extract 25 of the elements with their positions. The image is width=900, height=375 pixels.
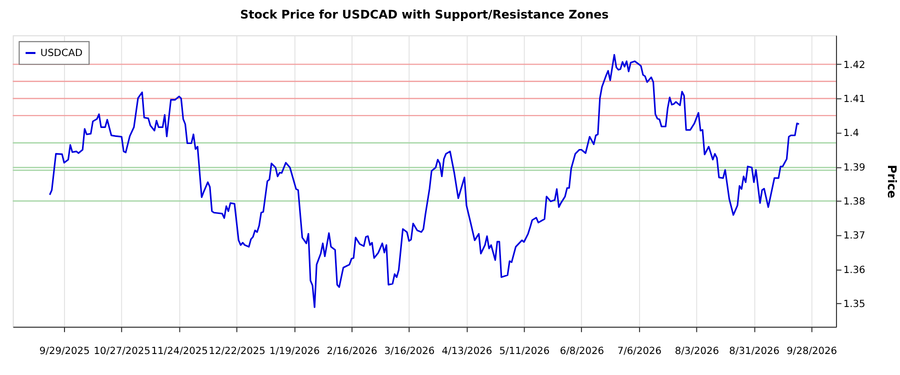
y-tick-label: 1.4: [843, 128, 860, 140]
x-tick-label: 7/6/2026: [617, 346, 662, 357]
y-tick-label: 1.41: [843, 94, 866, 105]
x-tick-label: 5/11/2026: [499, 346, 550, 357]
x-tick-label: 1/19/2026: [269, 346, 320, 357]
y-tick-label: 1.35: [843, 298, 866, 310]
y-tick-label: 1.38: [843, 196, 866, 208]
x-tick-label: 9/28/2026: [786, 346, 838, 357]
y-tick-label: 1.39: [843, 162, 866, 174]
x-tick-label: 10/27/2025: [94, 346, 150, 357]
chart-title: Stock Price for USDCAD with Support/Resistance Zones: [240, 8, 609, 22]
x-tick-label: 8/31/2026: [729, 346, 780, 357]
legend-label: USDCAD: [40, 48, 83, 59]
x-tick-label: 4/13/2026: [442, 346, 492, 357]
x-tick-label: 8/3/2026: [674, 346, 719, 357]
y-tick-label: 1.42: [843, 60, 866, 71]
x-tick-label: 2/16/2026: [326, 346, 378, 357]
x-tick-label: 3/16/2026: [384, 346, 435, 357]
x-tick-label: 9/29/2025: [39, 346, 90, 357]
y-axis-title: Price: [884, 164, 899, 198]
x-tick-label: 12/22/2025: [208, 346, 266, 357]
x-tick-label: 11/24/2025: [151, 346, 208, 357]
x-tick-label: 6/8/2026: [560, 346, 604, 357]
y-tick-label: 1.36: [843, 264, 866, 276]
y-tick-label: 1.37: [843, 230, 866, 242]
